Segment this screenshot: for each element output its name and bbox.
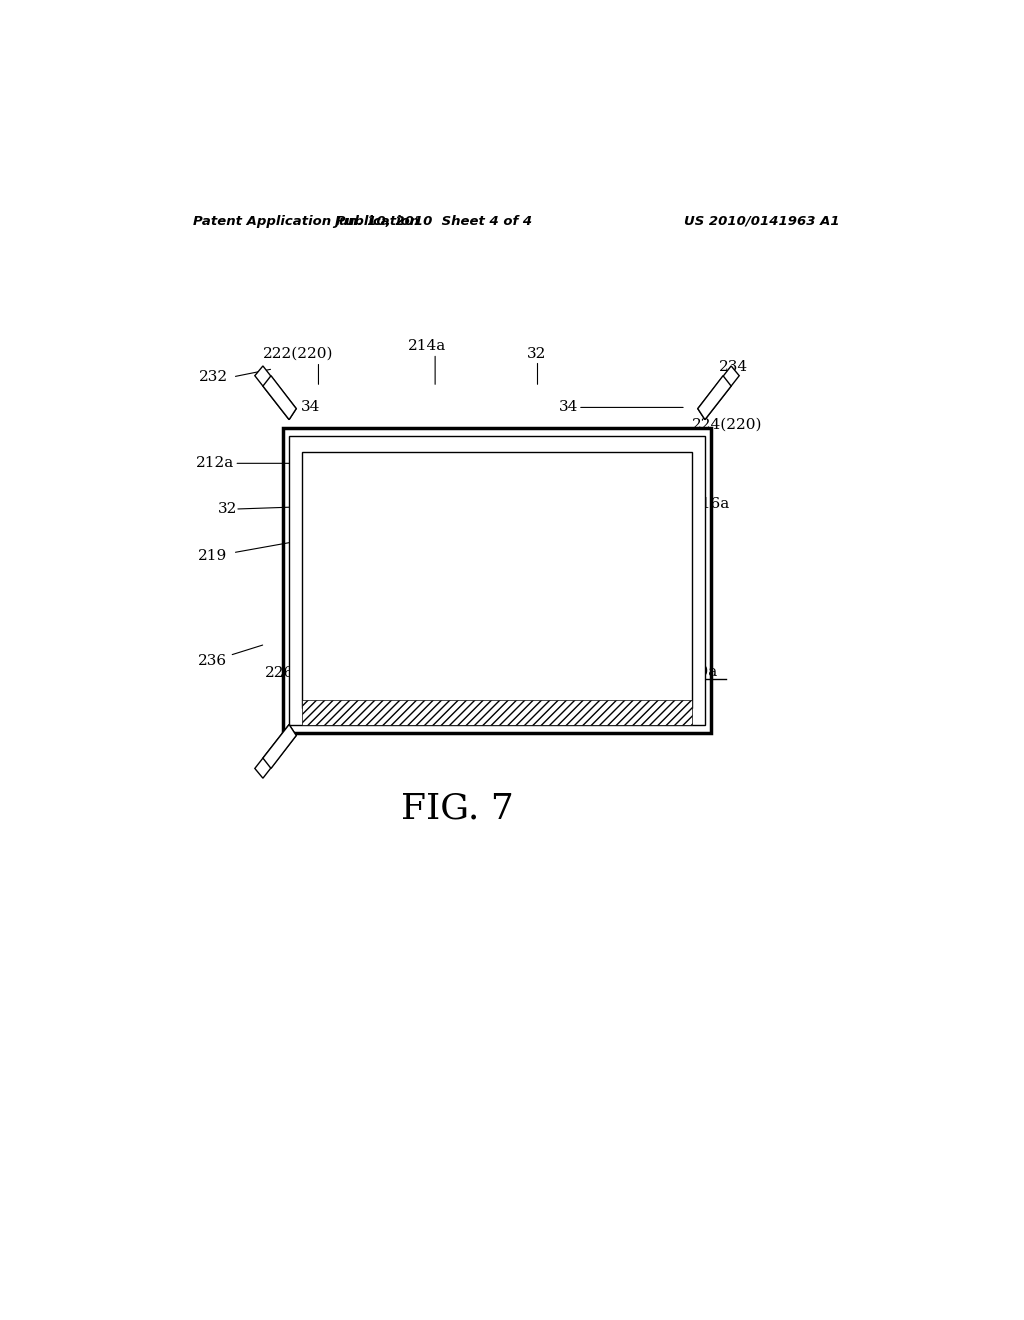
Text: 212a: 212a (196, 457, 233, 470)
Text: 234: 234 (719, 360, 749, 374)
Bar (283, 428, 712, 733)
Text: 226(220): 226(220) (264, 665, 335, 680)
Text: 218: 218 (484, 668, 513, 681)
Text: 219: 219 (198, 549, 227, 562)
Polygon shape (263, 376, 296, 420)
Text: Patent Application Publication: Patent Application Publication (194, 215, 419, 228)
Text: 32: 32 (526, 347, 546, 360)
Text: 232: 232 (200, 370, 228, 384)
Text: 222(220): 222(220) (263, 347, 334, 360)
Text: 34: 34 (559, 400, 579, 414)
Text: 236: 236 (198, 653, 227, 668)
Polygon shape (697, 376, 731, 420)
Bar (289, 436, 705, 725)
Polygon shape (697, 366, 739, 420)
Text: 216a: 216a (691, 496, 730, 511)
Text: 32: 32 (634, 564, 653, 578)
Text: 34: 34 (301, 400, 321, 414)
Polygon shape (263, 725, 296, 768)
Polygon shape (255, 366, 296, 420)
Text: 34: 34 (299, 576, 318, 589)
Text: 200a: 200a (680, 665, 718, 678)
Text: 214a: 214a (409, 339, 446, 354)
Text: 224(220): 224(220) (691, 417, 762, 432)
Text: 32: 32 (218, 502, 237, 516)
Text: US 2010/0141963 A1: US 2010/0141963 A1 (684, 215, 839, 228)
Bar (302, 453, 692, 709)
Bar (302, 700, 692, 725)
Text: Jun. 10, 2010  Sheet 4 of 4: Jun. 10, 2010 Sheet 4 of 4 (335, 215, 532, 228)
Polygon shape (255, 725, 296, 779)
Text: FIG. 7: FIG. 7 (401, 792, 514, 826)
